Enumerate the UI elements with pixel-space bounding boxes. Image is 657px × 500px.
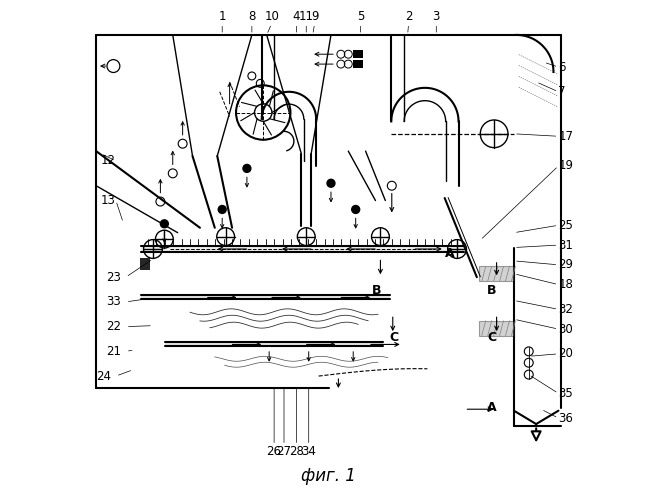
Text: 11: 11 bbox=[299, 10, 314, 22]
Circle shape bbox=[218, 206, 226, 214]
Text: A: A bbox=[487, 400, 497, 413]
Bar bbox=[166, 342, 383, 346]
Text: 23: 23 bbox=[106, 270, 121, 283]
Text: 9: 9 bbox=[311, 10, 319, 22]
Text: 28: 28 bbox=[289, 446, 304, 458]
Circle shape bbox=[243, 164, 251, 172]
Circle shape bbox=[160, 220, 168, 228]
Bar bbox=[141, 246, 464, 252]
Circle shape bbox=[327, 180, 335, 187]
Text: C: C bbox=[390, 331, 399, 344]
Text: 8: 8 bbox=[248, 10, 256, 22]
Bar bbox=[480, 266, 514, 281]
Bar bbox=[140, 258, 150, 270]
Text: 18: 18 bbox=[558, 278, 574, 291]
Text: 25: 25 bbox=[558, 219, 574, 232]
Circle shape bbox=[351, 206, 359, 214]
Text: A: A bbox=[445, 248, 455, 260]
Text: 26: 26 bbox=[267, 446, 282, 458]
Text: 24: 24 bbox=[96, 370, 111, 382]
Text: B: B bbox=[487, 284, 497, 297]
Bar bbox=[353, 60, 363, 68]
Bar bbox=[141, 296, 390, 300]
Text: 3: 3 bbox=[432, 10, 440, 22]
Text: 30: 30 bbox=[558, 322, 573, 336]
Text: 10: 10 bbox=[264, 10, 279, 22]
Text: 5: 5 bbox=[357, 10, 365, 22]
Text: 29: 29 bbox=[558, 258, 574, 272]
Text: 7: 7 bbox=[558, 86, 566, 98]
Text: 19: 19 bbox=[558, 160, 574, 172]
Text: 21: 21 bbox=[106, 345, 121, 358]
Text: 13: 13 bbox=[101, 194, 116, 207]
Bar bbox=[353, 50, 363, 58]
Text: 33: 33 bbox=[106, 296, 121, 308]
Text: 12: 12 bbox=[101, 154, 116, 168]
Text: 31: 31 bbox=[558, 238, 574, 252]
Text: C: C bbox=[487, 331, 496, 344]
Text: 2: 2 bbox=[405, 10, 413, 22]
Text: 1: 1 bbox=[218, 10, 226, 22]
Text: 22: 22 bbox=[106, 320, 121, 333]
Text: фиг. 1: фиг. 1 bbox=[301, 467, 356, 485]
Text: 6: 6 bbox=[558, 60, 566, 74]
Bar bbox=[480, 320, 514, 336]
Text: 17: 17 bbox=[558, 130, 574, 143]
Text: B: B bbox=[373, 284, 382, 297]
Text: 35: 35 bbox=[558, 387, 573, 400]
Text: 34: 34 bbox=[302, 446, 316, 458]
Text: 20: 20 bbox=[558, 348, 574, 360]
Text: 27: 27 bbox=[277, 446, 292, 458]
Text: 32: 32 bbox=[558, 303, 574, 316]
Text: 36: 36 bbox=[558, 412, 574, 424]
Text: 4: 4 bbox=[292, 10, 300, 22]
